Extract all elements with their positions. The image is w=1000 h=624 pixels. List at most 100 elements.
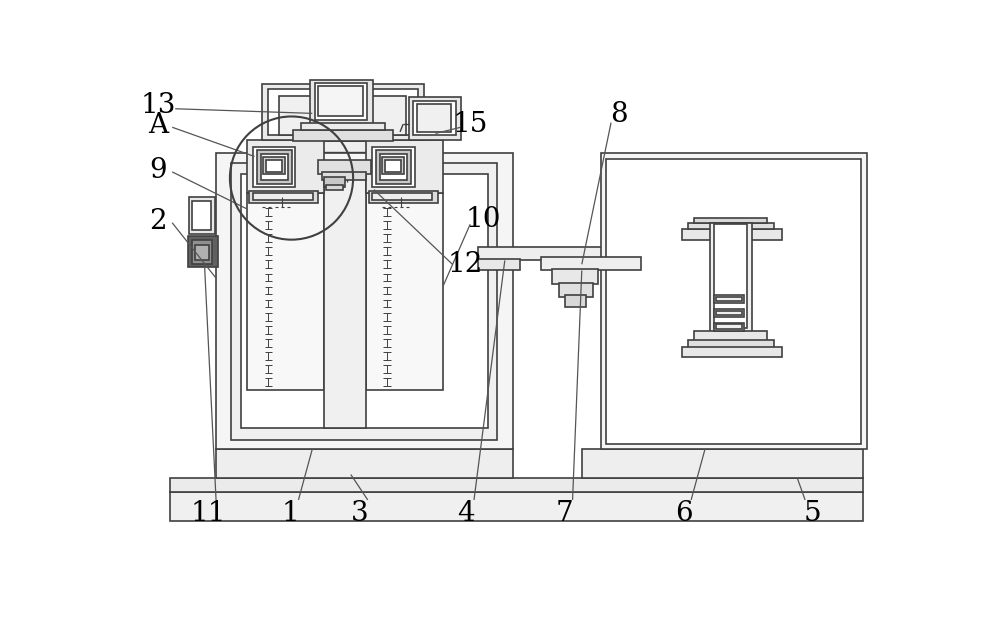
Circle shape [198, 213, 206, 220]
Circle shape [284, 456, 295, 466]
Text: A: A [148, 112, 168, 139]
Bar [324, 174, 366, 428]
Circle shape [738, 466, 749, 477]
Bar [694, 218, 767, 223]
Circle shape [769, 466, 780, 477]
Bar [170, 492, 863, 522]
Bar [318, 160, 371, 174]
Circle shape [646, 456, 656, 466]
Bar [552, 269, 598, 285]
Circle shape [338, 456, 348, 466]
Polygon shape [366, 266, 443, 298]
Bar [231, 163, 497, 440]
Circle shape [257, 456, 268, 466]
Bar [189, 197, 215, 233]
Circle shape [646, 466, 656, 477]
Text: 12: 12 [447, 251, 482, 278]
Bar [409, 97, 461, 140]
Bar [326, 185, 343, 190]
Circle shape [677, 456, 687, 466]
Bar [324, 177, 345, 187]
Circle shape [392, 456, 402, 466]
Bar [714, 295, 744, 303]
Polygon shape [247, 266, 324, 298]
Bar [682, 348, 782, 357]
Bar [559, 283, 593, 296]
Bar [382, 157, 404, 174]
Bar [170, 479, 863, 492]
Bar [714, 309, 744, 316]
Bar [380, 154, 407, 180]
Bar [688, 339, 774, 349]
Circle shape [257, 466, 268, 477]
Text: 11: 11 [191, 500, 226, 527]
Bar [318, 95, 364, 120]
Bar [478, 259, 520, 270]
Bar [385, 160, 401, 172]
Circle shape [615, 456, 626, 466]
Polygon shape [247, 309, 324, 339]
Bar [366, 140, 443, 193]
Bar [257, 150, 292, 184]
Circle shape [738, 456, 749, 466]
Text: 9: 9 [149, 157, 167, 184]
Bar [192, 201, 211, 230]
Bar [266, 160, 282, 172]
Bar [279, 97, 325, 135]
Circle shape [392, 466, 402, 477]
Polygon shape [366, 309, 443, 339]
Text: 2: 2 [149, 208, 167, 235]
Bar [247, 193, 324, 390]
Bar [413, 101, 456, 135]
Text: 6: 6 [675, 500, 692, 527]
Bar [716, 311, 742, 315]
Bar [601, 153, 867, 449]
Bar [714, 224, 747, 328]
Bar [714, 323, 744, 331]
Bar [372, 193, 432, 200]
Text: 13: 13 [141, 92, 176, 119]
Bar [247, 140, 324, 193]
Bar [364, 97, 406, 135]
Bar [565, 295, 586, 308]
Bar [366, 193, 443, 390]
Text: 5: 5 [804, 500, 822, 527]
Bar [263, 157, 285, 174]
Bar [417, 104, 451, 132]
Text: 3: 3 [351, 500, 369, 527]
Circle shape [365, 456, 375, 466]
Bar [582, 449, 863, 479]
Bar [268, 89, 418, 135]
Bar [688, 223, 774, 229]
Bar [318, 85, 363, 117]
Circle shape [397, 130, 403, 137]
Bar [261, 154, 288, 180]
Circle shape [707, 466, 718, 477]
Text: 8: 8 [610, 102, 628, 129]
Bar [716, 296, 742, 301]
Bar [216, 153, 512, 449]
Bar [541, 256, 641, 270]
Bar [216, 449, 512, 479]
Bar [241, 174, 488, 428]
Text: 15: 15 [452, 110, 488, 138]
Bar [262, 84, 424, 140]
Polygon shape [366, 351, 443, 382]
Bar [301, 123, 385, 130]
Bar [710, 223, 752, 332]
Circle shape [338, 466, 348, 477]
Bar [195, 245, 209, 260]
Circle shape [769, 456, 780, 466]
Bar [253, 147, 295, 187]
Bar [293, 130, 393, 141]
Circle shape [615, 466, 626, 477]
Bar [694, 331, 767, 341]
Bar [310, 79, 373, 124]
Circle shape [677, 466, 687, 477]
Bar [322, 172, 366, 180]
Bar [372, 147, 415, 187]
Circle shape [311, 456, 322, 466]
Bar [192, 240, 212, 263]
Polygon shape [247, 351, 324, 382]
Bar [188, 236, 218, 266]
